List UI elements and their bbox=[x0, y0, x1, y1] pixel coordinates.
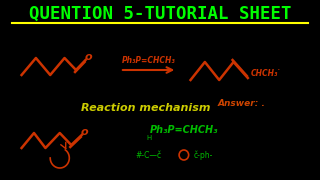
Text: č-ph-: č-ph- bbox=[193, 150, 213, 160]
Text: Answer: .: Answer: . bbox=[217, 98, 265, 107]
Text: Ph₃P=CHCH₃: Ph₃P=CHCH₃ bbox=[150, 125, 218, 135]
Text: H: H bbox=[146, 135, 151, 141]
Text: ·: · bbox=[276, 65, 280, 75]
Text: o: o bbox=[84, 52, 92, 62]
Text: CHCH₃: CHCH₃ bbox=[251, 69, 278, 78]
Text: Reaction mechanism: Reaction mechanism bbox=[81, 103, 211, 113]
Text: QUENTION 5-TUTORIAL SHEET: QUENTION 5-TUTORIAL SHEET bbox=[29, 5, 291, 23]
Text: o: o bbox=[81, 127, 88, 137]
Text: Ph₃P=CHCH₃: Ph₃P=CHCH₃ bbox=[122, 55, 175, 64]
Text: #-C—č: #-C—č bbox=[135, 150, 162, 159]
